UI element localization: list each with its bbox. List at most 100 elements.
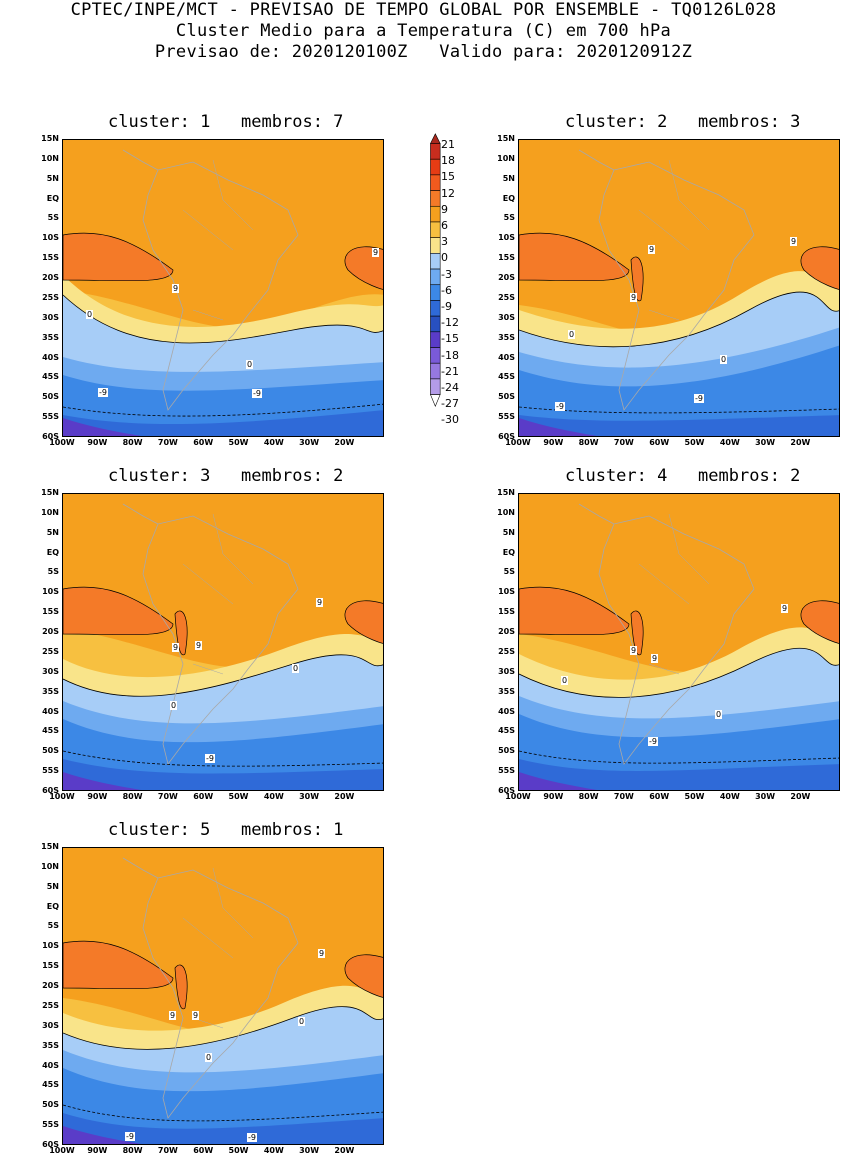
longitude-tick-label: 40W — [263, 1146, 284, 1155]
contour-label: 0 — [205, 1053, 213, 1062]
panel-title-cluster-4: cluster: 4 membros: 2 — [565, 466, 801, 486]
latitude-tick-label: 40S — [498, 352, 515, 362]
contour-label: 9 — [172, 284, 180, 293]
latitude-tick-label: 30S — [42, 666, 59, 676]
contour-label: -9 — [125, 1132, 135, 1141]
longitude-tick-label: 70W — [613, 438, 634, 447]
latitude-tick-label: 50S — [42, 746, 59, 756]
latitude-tick-label: 45S — [42, 1080, 59, 1090]
latitude-tick-label: 5S — [503, 567, 515, 577]
contour-label: 9 — [195, 641, 203, 650]
contour-label: -9 — [694, 394, 704, 403]
longitude-tick-label: 100W — [49, 438, 75, 447]
colorbar-tick-label: 15 — [441, 170, 455, 184]
colorbar-tick-label: -3 — [441, 267, 452, 281]
longitude-tick-label: 70W — [157, 438, 178, 447]
colorbar-tick-label: -30 — [441, 413, 459, 427]
colorbar-tick-label: -18 — [441, 348, 459, 362]
header-subtitle: Cluster Medio para a Temperatura (C) em … — [175, 21, 672, 41]
longitude-tick-label: 50W — [684, 792, 705, 801]
latitude-tick-label: 10N — [41, 153, 59, 163]
longitude-tick-label: 70W — [157, 792, 178, 801]
latitude-tick-label: EQ — [46, 193, 59, 203]
latitude-tick-label: 5S — [503, 213, 515, 223]
colorbar-tick-label: 6 — [441, 219, 448, 232]
latitude-tick-label: 35S — [42, 1040, 59, 1050]
latitude-tick-label: 50S — [498, 392, 515, 402]
latitude-tick-label: 60S — [498, 432, 515, 441]
contour-label: 0 — [170, 701, 178, 710]
colorbar-tick-label: -27 — [441, 397, 459, 411]
latitude-tick-label: EQ — [502, 193, 515, 203]
temperature-field — [63, 140, 383, 436]
latitude-tick-label: 55S — [42, 766, 59, 776]
longitude-tick-label: 20W — [790, 792, 811, 801]
longitude-tick-label: 60W — [649, 438, 670, 447]
latitude-tick-label: 60S — [498, 786, 515, 795]
longitude-tick-label: 40W — [719, 438, 740, 447]
longitude-tick-label: 20W — [790, 438, 811, 447]
latitude-tick-label: 10N — [497, 153, 515, 163]
longitude-tick-label: 80W — [122, 792, 143, 801]
contour-label: -9 — [648, 737, 658, 746]
longitude-tick-label: 50W — [228, 1146, 249, 1155]
colorbar-tick-label: -9 — [441, 300, 452, 313]
contour-label: 9 — [192, 1011, 200, 1020]
longitude-tick-label: 80W — [578, 792, 599, 801]
latitude-tick-label: 40S — [498, 706, 515, 716]
latitude-tick-label: 60S — [42, 786, 59, 795]
latitude-tick-label: 20S — [42, 273, 59, 283]
latitude-tick-label: 20S — [498, 273, 515, 283]
contour-label: 9 — [169, 1011, 177, 1020]
longitude-tick-label: 50W — [684, 438, 705, 447]
map-panel-cluster-2 — [518, 139, 840, 437]
longitude-tick-label: 50W — [228, 438, 249, 447]
latitude-tick-label: 35S — [498, 332, 515, 342]
latitude-tick-label: 10S — [42, 233, 59, 243]
latitude-tick-label: 55S — [42, 412, 59, 422]
colorbar-tick-label: 12 — [441, 186, 455, 200]
latitude-tick-label: 45S — [498, 372, 515, 382]
contour-label: 9 — [790, 237, 798, 246]
latitude-tick-label: 20S — [42, 981, 59, 991]
longitude-tick-label: 100W — [49, 1146, 75, 1155]
longitude-tick-label: 80W — [122, 1146, 143, 1155]
longitude-tick-label: 70W — [613, 792, 634, 801]
longitude-tick-label: 30W — [755, 438, 776, 447]
temperature-field — [63, 494, 383, 790]
temperature-field — [519, 140, 839, 436]
latitude-tick-label: 15S — [42, 253, 59, 263]
longitude-tick-label: 90W — [543, 438, 564, 447]
contour-label: 0 — [298, 1017, 306, 1026]
longitude-tick-label: 100W — [49, 792, 75, 801]
longitude-tick-label: 20W — [334, 792, 355, 801]
longitude-tick-label: 30W — [299, 1146, 320, 1155]
contour-label: 0 — [561, 676, 569, 685]
contour-label: 0 — [720, 355, 728, 364]
contour-label: -9 — [555, 402, 565, 411]
latitude-tick-label: 5N — [46, 527, 59, 537]
latitude-tick-label: 20S — [498, 627, 515, 637]
latitude-tick-label: 5N — [502, 173, 515, 183]
latitude-tick-label: 30S — [498, 312, 515, 322]
latitude-tick-label: 25S — [498, 646, 515, 656]
latitude-tick-label: EQ — [46, 901, 59, 911]
latitude-tick-label: 10S — [42, 941, 59, 951]
latitude-tick-label: 35S — [42, 686, 59, 696]
header-title: CPTEC/INPE/MCT - PREVISAO DE TEMPO GLOBA… — [70, 0, 777, 20]
latitude-tick-label: 15S — [42, 607, 59, 617]
longitude-tick-label: 90W — [87, 792, 108, 801]
latitude-tick-label: 55S — [498, 412, 515, 422]
colorbar-tick-label: -12 — [441, 316, 459, 330]
longitude-tick-label: 40W — [263, 792, 284, 801]
latitude-tick-label: 10S — [498, 233, 515, 243]
contour-label: -9 — [98, 388, 108, 397]
longitude-tick-label: 40W — [719, 792, 740, 801]
contour-label: 0 — [86, 310, 94, 319]
longitude-tick-label: 60W — [193, 438, 214, 447]
longitude-tick-label: 30W — [299, 792, 320, 801]
latitude-tick-label: 40S — [42, 352, 59, 362]
latitude-tick-label: 50S — [42, 1100, 59, 1110]
colorbar-swatches — [429, 133, 441, 407]
longitude-tick-label: 50W — [228, 792, 249, 801]
